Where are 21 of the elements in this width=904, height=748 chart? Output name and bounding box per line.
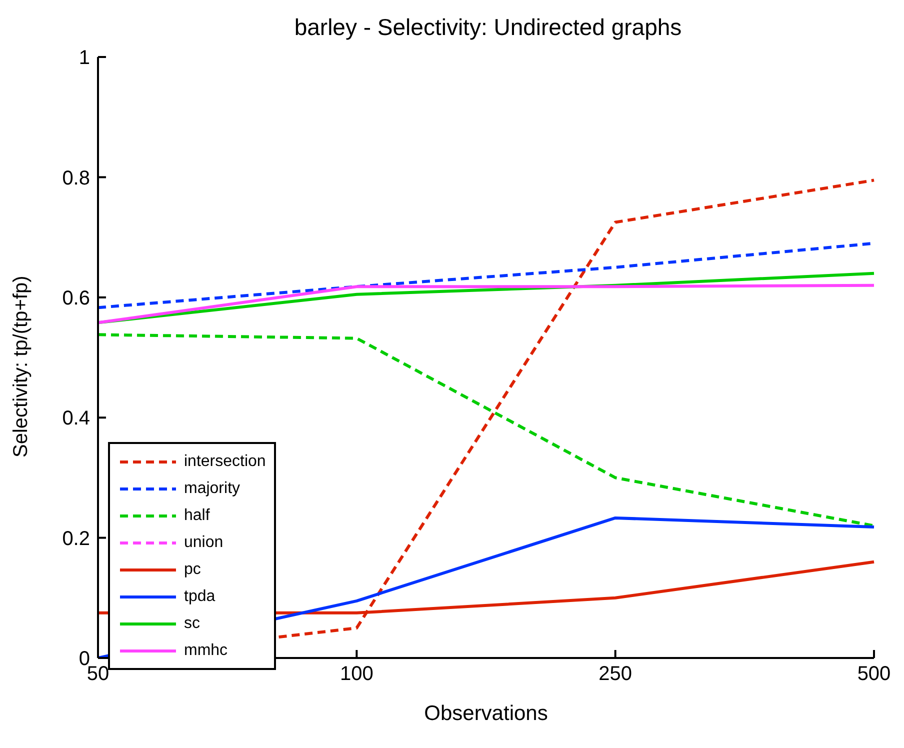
legend-label: half (184, 506, 210, 524)
y-tick-label: 1 (78, 47, 90, 70)
x-tick-label: 250 (598, 663, 632, 686)
y-tick-label: 0.8 (62, 167, 90, 190)
x-tick-label: 50 (86, 663, 110, 686)
chart-title: barley - Selectivity: Undirected graphs (293, 14, 683, 41)
y-axis-title: Selectivity: tp/(tp+fp) (10, 276, 32, 458)
legend-label: tpda (184, 588, 216, 606)
y-tick-label: 0.6 (62, 288, 90, 310)
y-tick-label: 0.2 (62, 528, 90, 550)
x-tick-label: 100 (340, 663, 374, 686)
x-axis-title: Observations (424, 702, 548, 725)
y-tick-label: 0.4 (62, 408, 90, 430)
legend-label: union (184, 534, 224, 552)
legend-label: pc (184, 560, 201, 578)
legend-label: sc (184, 614, 200, 632)
x-tick-label: 500 (857, 663, 891, 686)
legend-label: intersection (184, 452, 266, 470)
legend-label: mmhc (184, 642, 228, 660)
legend-label: majority (184, 480, 240, 498)
line-series (96, 333, 876, 528)
